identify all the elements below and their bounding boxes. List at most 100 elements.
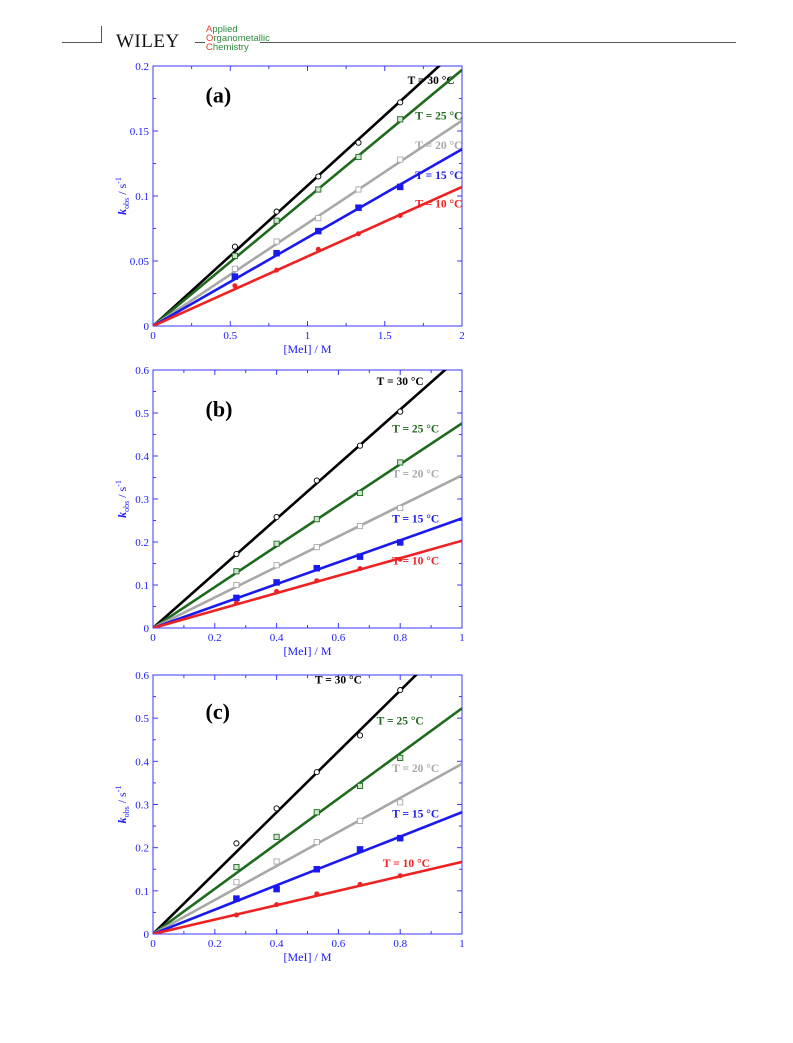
data-point [233,600,239,606]
series-label: T = 10 °C [392,555,439,567]
journal-line-1-rest: pplied [212,24,238,35]
data-point [315,215,322,222]
data-point [314,578,320,584]
series-label: T = 25 °C [415,110,462,122]
x-tick-label: 0 [150,330,156,342]
data-point [397,408,404,415]
data-point [233,864,240,871]
journal-line-2: Organometallic [206,33,270,44]
data-point [233,912,239,918]
data-point [355,186,362,193]
fit-line [153,474,462,628]
data-point [231,243,238,250]
x-tick-label: 0.4 [270,938,284,950]
publisher-logo: WILEY [116,31,180,52]
journal-line-3-rest: hemistry [212,42,249,53]
fit-line [153,148,462,326]
data-point [233,550,240,558]
data-point [397,799,404,806]
data-point [356,489,364,497]
header-rule-left [62,42,102,43]
data-point [273,885,280,893]
y-tick-label: 0.5 [135,713,149,725]
x-tick-label: 0.2 [208,938,222,950]
journal-line-2-cap: O [206,33,214,44]
y-tick-label: 0.1 [135,191,149,203]
x-tick-label: 0.6 [332,632,346,644]
data-point [313,839,320,846]
series-1: T = 25 °C [153,68,462,326]
y-tick-label: 0 [144,623,150,635]
data-point [355,153,362,161]
series-2: T = 20 °C [153,469,462,628]
data-point [315,186,322,193]
data-point [356,782,364,789]
data-point [356,442,364,449]
x-tick-label: 0.6 [332,938,346,950]
data-point [397,156,404,163]
data-point [313,516,320,523]
x-tick-label: 1 [459,938,465,950]
series-label: T = 30 °C [315,675,362,687]
series-4: T = 10 °C [153,185,462,326]
y-axis-label-sup: -1 [114,177,123,184]
y-tick-label: 0.2 [135,537,149,549]
y-axis-label-k: k [115,512,129,518]
series-label: T = 15 °C [392,514,439,526]
data-point [396,183,404,191]
panel-label: (c) [206,699,230,724]
data-point [357,566,363,572]
series-1: T = 25 °C [153,422,462,628]
data-point [396,539,404,546]
y-tick-label: 0.6 [135,365,149,377]
data-point [273,833,280,840]
series-3: T = 15 °C [153,514,462,628]
data-point [356,553,364,560]
plot-frame [152,674,463,935]
data-point [315,173,322,180]
series-2: T = 20 °C [153,762,462,934]
data-point [313,564,321,572]
series-2: T = 20 °C [153,119,462,326]
x-axis-label: [MeI] / M [284,950,332,964]
data-point [314,891,320,897]
header-rule-right [260,42,736,43]
data-point [397,504,404,512]
series-label: T = 15 °C [392,808,439,820]
chart-panel-a: 0 0.5 1 1.5 2 0 0.05 0.1 0.15 0.2 [MeI] / M kobs / … [114,61,465,356]
chart-panel-c: 0 0.2 0.4 0.6 0.8 100.10.20.30.40.50.6[MeI] /… [114,670,465,964]
series-3: T = 15 °C [153,808,462,934]
x-tick-label: 0.8 [393,938,407,950]
data-point [397,556,403,562]
data-point [313,477,320,484]
fit-line [153,66,442,326]
series-label: T = 30 °C [377,376,424,388]
journal-line-3-cap: C [206,42,213,53]
series-label: T = 15 °C [415,170,462,182]
data-point [231,273,239,280]
data-point [273,514,280,521]
data-point [231,252,238,259]
y-tick-label: 0.3 [135,800,149,812]
data-point [232,283,238,289]
data-point [273,579,280,586]
data-point [273,805,280,812]
data-point [357,881,363,887]
y-axis-label-k: k [115,209,129,215]
series-0: T = 30 °C [153,66,455,326]
data-point [233,581,240,589]
y-axis-label: kobs / s-1 [114,177,131,215]
data-point [273,208,280,215]
y-axis-label-k: k [115,817,129,823]
fit-line [153,675,418,934]
x-tick-label: 1 [305,330,311,342]
fit-line [153,860,462,934]
x-tick-label: 1.5 [378,330,392,342]
series-label: T = 25 °C [377,716,424,728]
x-tick-label: 1 [459,632,465,644]
series-0: T = 30 °C [153,370,447,628]
data-point [273,249,280,257]
y-axis-label-unit: / s [115,183,129,197]
x-tick-label: 2 [459,330,465,342]
y-axis-label-sup: -1 [114,786,123,793]
